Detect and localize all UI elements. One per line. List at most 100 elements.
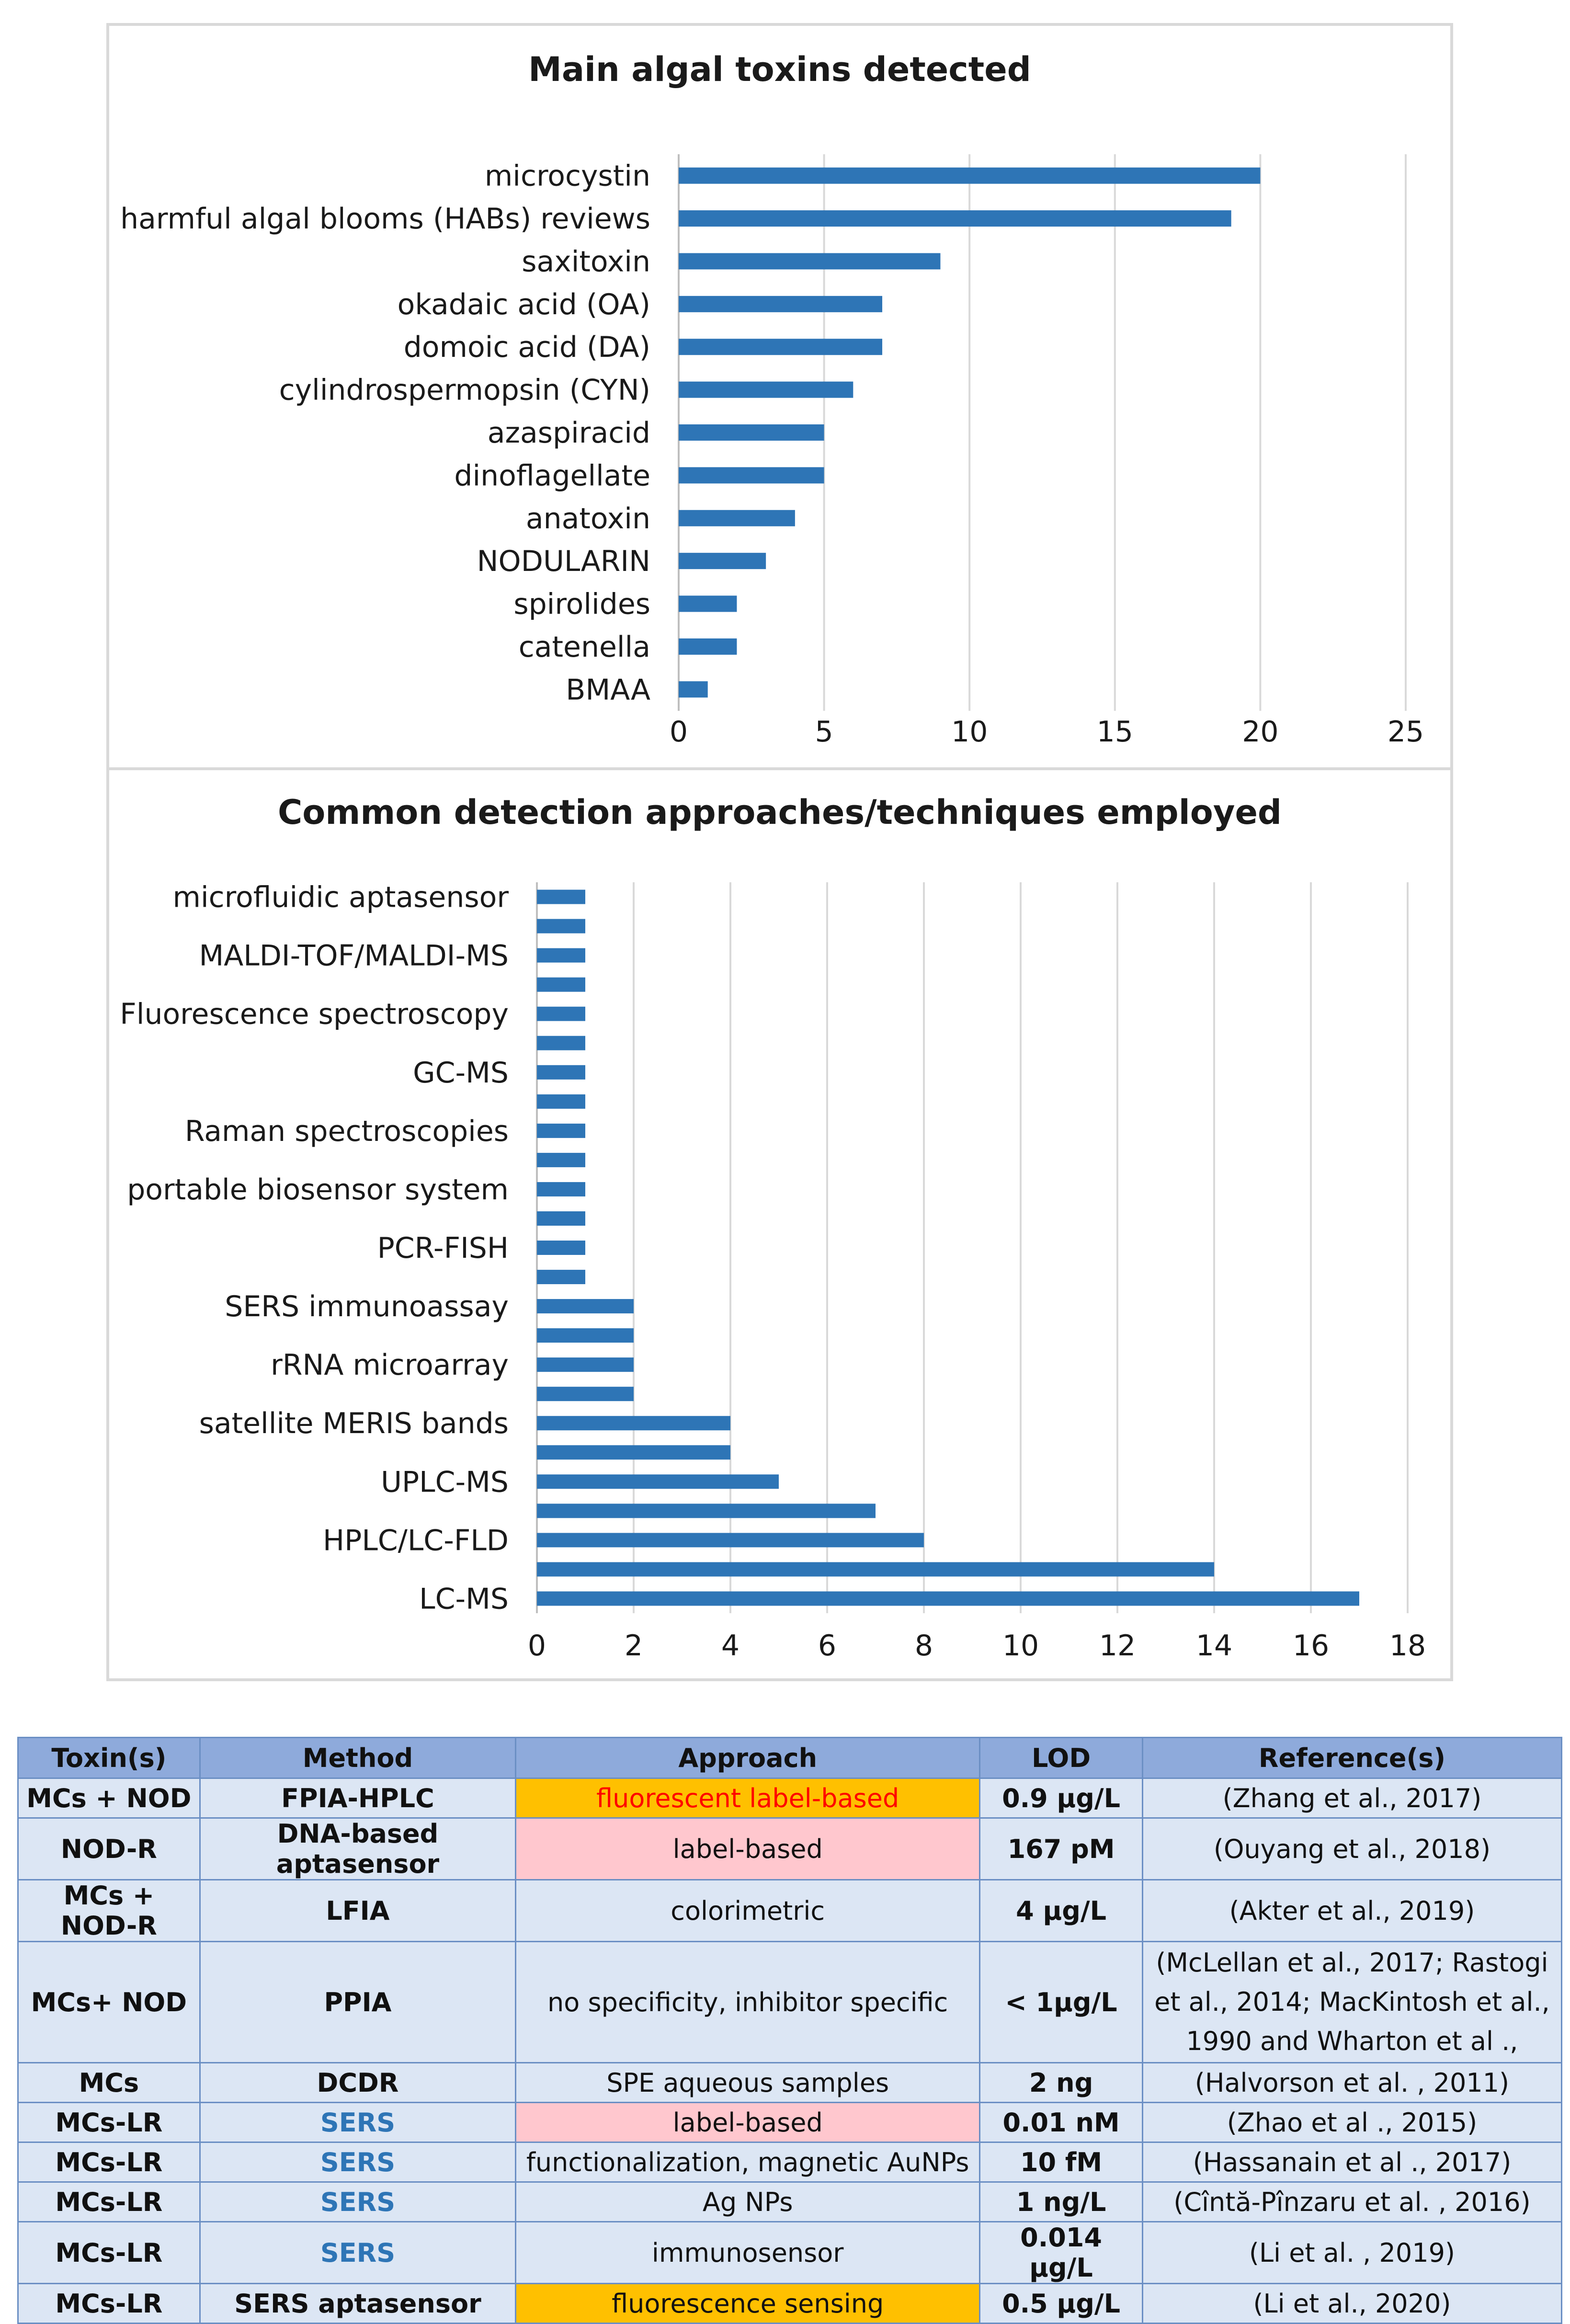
bar (537, 1387, 634, 1401)
table-row: MCs-LR SERS immunosensor 0.014 µg/L (Li … (17, 2221, 1563, 2284)
lod-cell: 0.5 µg/L (979, 2283, 1143, 2324)
bar (537, 1562, 1214, 1577)
bar (679, 638, 737, 655)
table-row: MCs-LR SERS aptasensor fluorescence sens… (17, 2283, 1563, 2324)
bar (537, 1006, 585, 1021)
lod-cell: 1 ng/L (979, 2181, 1143, 2222)
category-label: okadaic acid (OA) (398, 288, 650, 321)
x-tick-label: 10 (951, 715, 988, 749)
bar (679, 553, 766, 570)
category-label: BMAA (566, 673, 650, 706)
table-header-row: Toxin(s) Method Approach LOD Reference(s… (17, 1737, 1563, 1779)
category-label: LC-MS (419, 1582, 509, 1616)
method-cell: LFIA (199, 1879, 517, 1942)
x-tick-label: 25 (1388, 715, 1424, 749)
category-label: Fluorescence spectroscopy (120, 998, 509, 1031)
x-tick-label: 8 (915, 1629, 933, 1663)
method-cell: FPIA-HPLC (199, 1777, 517, 1819)
x-tick-label: 16 (1293, 1629, 1329, 1663)
bar (537, 1533, 924, 1548)
bar (537, 889, 585, 904)
table-row: MCs-LR SERS label-based 0.01 nM (Zhao et… (17, 2102, 1563, 2143)
method-cell: PPIA (199, 1941, 517, 2063)
reference-cell: (Zhang et al., 2017) (1141, 1777, 1563, 1819)
approach-cell: label-based (515, 2102, 981, 2143)
category-label: microcystin (485, 159, 650, 193)
chart-title: Common detection approaches/techniques e… (278, 793, 1282, 832)
reference-cell: (Ouyang et al., 2018) (1141, 1817, 1563, 1880)
toxin-cell: MCs-LR (17, 2181, 201, 2222)
header-approach: Approach (515, 1737, 981, 1779)
toxins-chart-panel: Main algal toxins detected 0 5 10 15 20 25 micr… (106, 23, 1453, 770)
x-tick-label: 2 (625, 1629, 643, 1663)
bar (537, 1328, 634, 1343)
method-cell: SERS (199, 2181, 517, 2222)
bar (537, 977, 585, 992)
bar (679, 681, 708, 698)
bar (679, 296, 883, 312)
approach-cell: Ag NPs (515, 2181, 981, 2222)
x-tick-label: 0 (670, 715, 688, 749)
bar (679, 381, 853, 398)
reference-cell: (Halvorson et al. , 2011) (1141, 2062, 1563, 2103)
bar (679, 467, 824, 484)
bar (537, 1299, 634, 1314)
bar (537, 1065, 585, 1080)
x-tick-label: 5 (815, 715, 833, 749)
method-cell: SERS (199, 2221, 517, 2284)
bar (679, 595, 737, 612)
category-label: anatoxin (526, 502, 650, 535)
techniques-bar-chart: Common detection approaches/techniques e… (120, 793, 1426, 1663)
category-label: SERS immunoassay (225, 1290, 509, 1323)
bar (537, 948, 585, 963)
category-label: satellite MERIS bands (199, 1407, 509, 1440)
bar (679, 253, 941, 270)
approach-cell: label-based (515, 1817, 981, 1880)
lod-table: Toxin(s) Method Approach LOD Reference(s… (17, 1737, 1563, 2324)
table-row: MCs+ NOD PPIA no specificity, inhibitor … (17, 1941, 1563, 2063)
table-row: MCs + NOD-R LFIA colorimetric 4 µg/L (Ak… (17, 1879, 1563, 1942)
lod-cell: 10 fM (979, 2142, 1143, 2183)
bar (679, 339, 883, 355)
reference-cell: (Hassanain et al ., 2017) (1141, 2142, 1563, 2183)
bar (537, 1445, 730, 1460)
lod-cell: 167 pM (979, 1817, 1143, 1880)
x-tick-label: 12 (1099, 1629, 1136, 1663)
bar (679, 167, 1261, 184)
category-label: UPLC-MS (381, 1465, 509, 1499)
bar (679, 510, 795, 526)
approach-cell: fluorescent label-based (515, 1777, 981, 1819)
table-row: NOD-R DNA-based aptasensor label-based 1… (17, 1817, 1563, 1880)
bar (537, 1182, 585, 1196)
lod-cell: < 1µg/L (979, 1941, 1143, 2063)
reference-cell: (Zhao et al ., 2015) (1141, 2102, 1563, 2143)
table-row: MCs-LR SERS Ag NPs 1 ng/L (Cîntă-Pînzaru… (17, 2181, 1563, 2222)
x-tick-label: 20 (1242, 715, 1278, 749)
toxin-cell: MCs + NOD-R (17, 1879, 201, 1942)
x-tick-label: 6 (818, 1629, 836, 1663)
category-label: Raman spectroscopies (185, 1115, 509, 1148)
bar (537, 1474, 779, 1489)
category-label: HPLC/LC-FLD (323, 1524, 509, 1557)
table-row: MCs DCDR SPE aqueous samples 2 ng (Halvo… (17, 2062, 1563, 2103)
category-label: NODULARIN (477, 545, 650, 578)
bar (537, 1094, 585, 1109)
approach-cell: colorimetric (515, 1879, 981, 1942)
toxin-cell: MCs-LR (17, 2221, 201, 2284)
category-label: catenella (519, 630, 650, 664)
header-method: Method (199, 1737, 517, 1779)
toxin-cell: MCs+ NOD (17, 1941, 201, 2063)
category-label: PCR-FISH (377, 1231, 509, 1265)
category-label: cylindrospermopsin (CYN) (279, 374, 650, 407)
approach-cell: functionalization, magnetic AuNPs (515, 2142, 981, 2183)
header-lod: LOD (979, 1737, 1143, 1779)
lod-cell: 0.9 µg/L (979, 1777, 1143, 1819)
x-tick-label: 4 (721, 1629, 739, 1663)
toxin-cell: MCs-LR (17, 2102, 201, 2143)
bar (679, 210, 1231, 227)
bar (537, 919, 585, 934)
lod-cell: 2 ng (979, 2062, 1143, 2103)
x-tick-label: 0 (528, 1629, 546, 1663)
toxin-cell: MCs + NOD (17, 1777, 201, 1819)
x-tick-label: 18 (1389, 1629, 1426, 1663)
